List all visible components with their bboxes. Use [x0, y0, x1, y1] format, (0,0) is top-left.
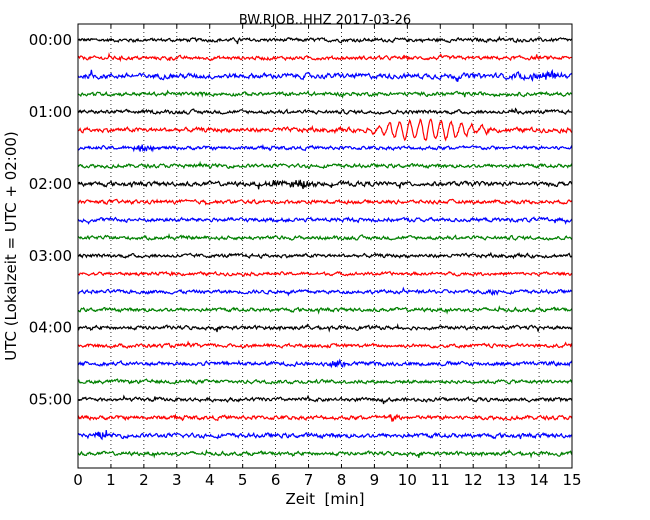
x-tick-label: 15 — [562, 471, 581, 489]
trace-0500 — [77, 394, 573, 405]
trace-0445 — [77, 378, 573, 385]
chart-title: BW.RJOB..HHZ 2017-03-26 — [239, 13, 411, 28]
trace-0345 — [77, 305, 573, 315]
y-tick-label: 04:00 — [29, 319, 72, 337]
trace-0145 — [77, 160, 573, 170]
trace-0430 — [77, 358, 573, 369]
x-tick-label: 4 — [205, 471, 215, 489]
trace-0015 — [77, 52, 573, 63]
y-tick-label: 05:00 — [29, 391, 72, 409]
trace-0330 — [77, 286, 573, 297]
trace-0400 — [77, 323, 573, 333]
trace-0100 — [77, 107, 573, 116]
y-tick-label: 03:00 — [29, 247, 72, 265]
x-tick-label: 9 — [370, 471, 380, 489]
y-axis-ticks: 00:00 01:00 02:00 03:00 04:00 05:00 — [29, 31, 82, 409]
trace-0245 — [77, 233, 573, 241]
x-tick-label: 10 — [398, 471, 417, 489]
plot-frame — [77, 23, 573, 469]
seismic-traces — [77, 35, 573, 459]
x-tick-label: 3 — [172, 471, 182, 489]
x-tick-label: 7 — [304, 471, 314, 489]
x-axis-ticks: 0 1 2 3 4 5 6 7 8 9 10 11 12 13 14 15 — [73, 24, 582, 489]
x-axis-label: Zeit [min] — [285, 490, 364, 508]
trace-0530 — [77, 429, 573, 441]
trace-0045 — [77, 89, 573, 99]
x-tick-label: 12 — [464, 471, 483, 489]
x-tick-label: 2 — [139, 471, 149, 489]
x-tick-label: 8 — [337, 471, 347, 489]
x-tick-label: 5 — [238, 471, 248, 489]
x-tick-label: 1 — [106, 471, 116, 489]
trace-0130 — [77, 143, 573, 153]
trace-0200 — [77, 179, 573, 190]
trace-0315 — [77, 270, 573, 277]
trace-0415 — [77, 340, 573, 349]
x-tick-label: 11 — [431, 471, 450, 489]
trace-0300 — [77, 251, 573, 260]
trace-0215 — [77, 198, 573, 206]
trace-0115 — [77, 118, 573, 142]
x-tick-label: 0 — [73, 471, 83, 489]
y-tick-label: 01:00 — [29, 103, 72, 121]
y-tick-label: 00:00 — [29, 31, 72, 49]
trace-0230 — [77, 216, 573, 225]
x-tick-label: 6 — [271, 471, 281, 489]
y-axis-label: UTC (Lokalzeit = UTC + 02:00) — [2, 131, 20, 361]
trace-0515 — [77, 413, 573, 422]
y-tick-label: 02:00 — [29, 175, 72, 193]
x-tick-label: 14 — [530, 471, 549, 489]
trace-0000 — [77, 35, 573, 45]
x-tick-label: 13 — [497, 471, 516, 489]
trace-0030 — [77, 68, 573, 83]
trace-0545 — [77, 448, 573, 459]
